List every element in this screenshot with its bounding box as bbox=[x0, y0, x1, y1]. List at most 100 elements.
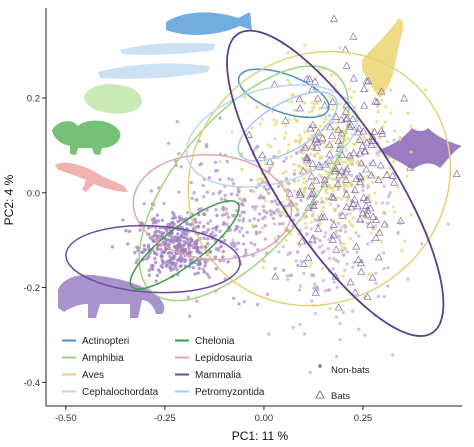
non-bat-point bbox=[409, 150, 413, 154]
non-bat-point bbox=[198, 163, 202, 167]
bat-point bbox=[325, 140, 334, 148]
non-bat-point bbox=[325, 191, 329, 195]
non-bat-point bbox=[314, 218, 318, 222]
non-bat-point bbox=[278, 213, 283, 218]
non-bat-point bbox=[310, 299, 314, 303]
bat-point bbox=[309, 197, 318, 205]
bat-point bbox=[362, 165, 371, 173]
non-bat-point bbox=[176, 219, 181, 224]
bat-point bbox=[406, 163, 415, 171]
non-bat-point bbox=[287, 118, 291, 122]
bat-point bbox=[363, 206, 372, 214]
non-bat-point bbox=[308, 370, 312, 375]
non-bat-point bbox=[351, 216, 355, 220]
non-bat-point bbox=[204, 142, 209, 147]
non-bat-point bbox=[281, 268, 286, 272]
non-bat-point bbox=[365, 217, 370, 221]
non-bat-point bbox=[376, 110, 381, 114]
non-bat-point bbox=[211, 192, 215, 196]
non-bat-point bbox=[243, 198, 247, 203]
non-bat-point bbox=[140, 250, 144, 255]
non-bat-point bbox=[282, 159, 286, 163]
non-bat-point bbox=[349, 222, 353, 227]
non-bat-point bbox=[385, 201, 390, 205]
bat-point bbox=[331, 167, 340, 175]
non-bat-point bbox=[392, 160, 396, 164]
bat-point bbox=[312, 134, 321, 142]
non-bat-point bbox=[151, 267, 155, 271]
non-bat-point bbox=[363, 333, 367, 337]
bat-point bbox=[347, 203, 356, 211]
non-bat-point bbox=[225, 159, 229, 164]
non-bat-point bbox=[369, 231, 373, 235]
non-bat-point bbox=[286, 78, 290, 83]
non-bat-point bbox=[237, 302, 241, 306]
non-bat-point bbox=[286, 252, 290, 257]
non-bat-point bbox=[154, 279, 158, 283]
non-bat-point bbox=[338, 241, 343, 245]
non-bat-point bbox=[365, 242, 370, 246]
non-bat-point bbox=[213, 160, 218, 165]
non-bat-point bbox=[297, 288, 302, 292]
non-bat-point bbox=[317, 245, 322, 249]
non-bat-point bbox=[291, 325, 295, 330]
non-bat-point bbox=[217, 246, 221, 250]
bat-icon bbox=[378, 128, 462, 170]
non-bat-point bbox=[164, 260, 168, 264]
non-bat-point bbox=[242, 210, 247, 214]
non-bat-point bbox=[363, 294, 367, 299]
non-bat-point bbox=[285, 181, 289, 185]
non-bat-point bbox=[245, 230, 249, 235]
non-bat-point bbox=[344, 148, 349, 153]
non-bat-point bbox=[357, 234, 361, 238]
bat-point bbox=[328, 97, 337, 105]
non-bat-point bbox=[284, 177, 289, 181]
non-bat-point bbox=[287, 143, 291, 147]
bat-point bbox=[367, 140, 376, 148]
bat-point bbox=[331, 164, 340, 172]
non-bat-point bbox=[161, 240, 165, 244]
bat-point bbox=[334, 136, 343, 144]
bat-point bbox=[320, 179, 329, 188]
non-bat-point bbox=[396, 230, 400, 235]
non-bat-point bbox=[351, 265, 355, 269]
bat-point bbox=[356, 177, 365, 186]
non-bat-point bbox=[268, 166, 272, 170]
non-bat-point bbox=[408, 124, 413, 128]
bat-point bbox=[341, 107, 350, 115]
non-bat-point bbox=[382, 266, 386, 271]
legend-label: Cephalochordata bbox=[82, 387, 159, 398]
non-bat-point bbox=[356, 327, 361, 331]
non-bat-point bbox=[226, 260, 230, 264]
non-bat-point bbox=[328, 166, 333, 170]
non-bat-point bbox=[295, 207, 300, 212]
non-bat-point bbox=[318, 155, 323, 159]
non-bat-point bbox=[276, 184, 281, 188]
non-bat-point bbox=[227, 177, 231, 181]
non-bat-point bbox=[198, 262, 202, 267]
x-tick-label: 0.25 bbox=[354, 413, 373, 424]
non-bat-point bbox=[168, 259, 172, 263]
non-bat-point bbox=[256, 248, 260, 252]
non-bat-point bbox=[320, 210, 325, 214]
non-bat-point bbox=[267, 332, 271, 336]
non-bat-point bbox=[207, 275, 211, 279]
non-bat-point bbox=[262, 196, 266, 200]
non-bat-point bbox=[218, 116, 222, 120]
non-bat-point bbox=[263, 209, 267, 214]
non-bat-point bbox=[261, 265, 265, 270]
non-bat-point bbox=[292, 116, 297, 121]
non-bat-point bbox=[396, 184, 400, 189]
bat-point bbox=[362, 201, 371, 209]
non-bat-point bbox=[313, 153, 317, 157]
non-bat-point bbox=[202, 230, 206, 235]
non-bat-point bbox=[252, 217, 256, 221]
non-bat-point bbox=[367, 193, 372, 197]
bat-point bbox=[303, 153, 312, 161]
non-bat-point bbox=[153, 251, 157, 256]
bat-point bbox=[329, 193, 338, 201]
non-bat-point bbox=[285, 274, 290, 278]
non-bat-point bbox=[338, 321, 342, 326]
non-bat-point bbox=[285, 277, 290, 282]
non-bat-point bbox=[142, 243, 146, 248]
